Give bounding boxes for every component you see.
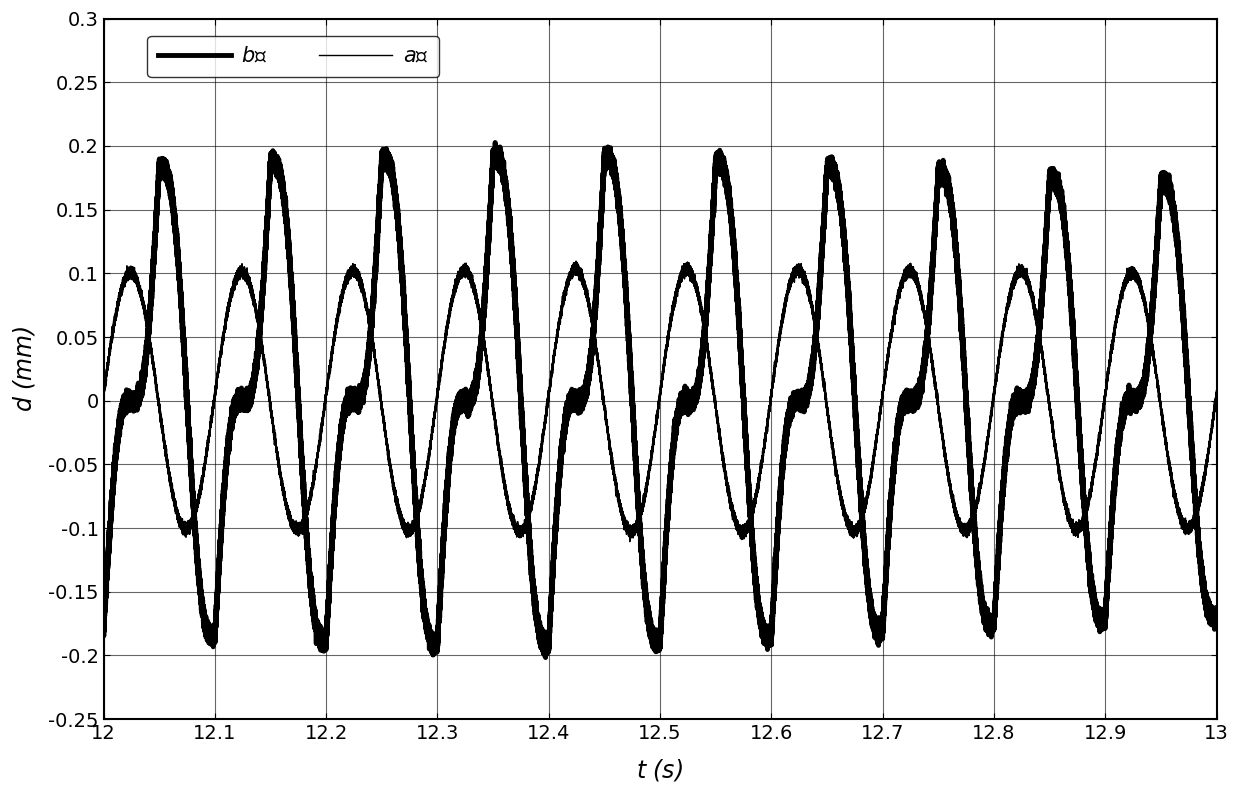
- Legend: $b$点, $a$点: $b$点, $a$点: [148, 36, 439, 77]
- X-axis label: $t$ (s): $t$ (s): [636, 757, 683, 783]
- Y-axis label: $d$ (mm): $d$ (mm): [11, 326, 37, 412]
